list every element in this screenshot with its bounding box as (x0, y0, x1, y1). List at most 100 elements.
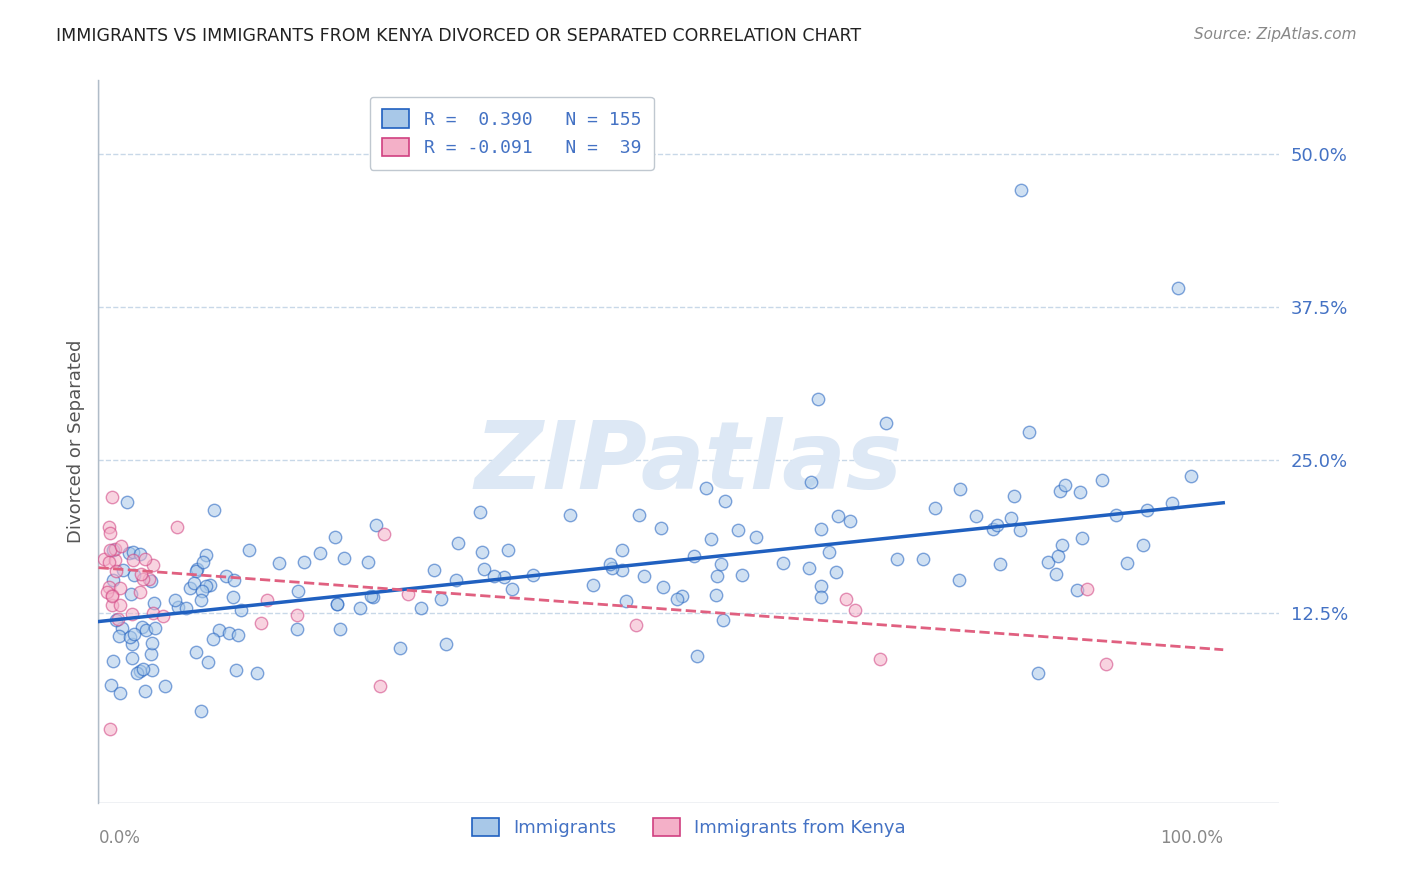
Point (990, 557, 1012, 571)
Point (129, 584, 152, 599)
Point (981, 523, 1004, 537)
Point (135, 624, 157, 638)
Point (1115, 556, 1137, 570)
Point (179, 581, 201, 595)
Point (202, 632, 225, 646)
Point (110, 598, 132, 612)
Point (1104, 508, 1126, 522)
Point (108, 581, 131, 595)
Point (190, 592, 212, 607)
Point (142, 558, 165, 572)
Point (496, 542, 519, 557)
Point (602, 561, 624, 575)
Point (671, 589, 693, 603)
Point (1069, 484, 1091, 499)
Point (434, 637, 457, 651)
Point (163, 593, 186, 607)
Point (501, 582, 523, 597)
Point (141, 636, 163, 650)
Point (471, 545, 494, 559)
Point (1008, 523, 1031, 537)
Point (218, 626, 240, 640)
Point (581, 577, 603, 591)
Point (120, 587, 142, 601)
Point (101, 590, 124, 604)
Point (128, 547, 150, 561)
Point (174, 601, 197, 615)
Point (101, 654, 124, 668)
Point (1071, 531, 1094, 545)
Point (104, 542, 127, 557)
Point (810, 590, 832, 604)
Point (139, 574, 162, 588)
Point (333, 550, 356, 565)
Text: ZIPatlas: ZIPatlas (475, 417, 903, 509)
Point (1010, 184, 1032, 198)
Point (1066, 583, 1088, 598)
Point (98, 543, 121, 558)
Point (108, 686, 131, 700)
Point (186, 562, 208, 576)
Point (1049, 484, 1071, 499)
Point (183, 575, 205, 590)
Legend: Immigrants, Immigrants from Kenya: Immigrants, Immigrants from Kenya (465, 811, 912, 845)
Point (101, 543, 124, 558)
Point (948, 573, 970, 587)
Point (633, 569, 655, 583)
Point (772, 556, 794, 570)
Point (706, 569, 728, 583)
Point (191, 583, 214, 598)
Point (323, 530, 346, 544)
Point (101, 598, 124, 612)
Point (727, 523, 749, 537)
Point (121, 607, 143, 622)
Point (191, 555, 214, 569)
Point (101, 574, 124, 588)
Point (138, 572, 160, 586)
Point (810, 522, 832, 536)
Point (1047, 549, 1070, 564)
Point (650, 521, 672, 535)
Point (612, 542, 634, 557)
Point (360, 589, 382, 603)
Point (153, 679, 176, 693)
Point (810, 579, 832, 593)
Point (446, 573, 468, 587)
Point (599, 557, 621, 571)
Point (108, 629, 131, 643)
Point (389, 640, 412, 655)
Point (730, 567, 752, 582)
Point (396, 587, 419, 601)
Point (215, 568, 238, 582)
Point (107, 612, 129, 626)
Point (1026, 666, 1049, 681)
Point (139, 647, 162, 661)
Point (745, 530, 768, 544)
Point (682, 549, 704, 564)
Point (844, 603, 866, 617)
Point (1161, 495, 1184, 509)
Point (229, 603, 252, 617)
Point (184, 564, 207, 578)
Point (224, 573, 246, 587)
Point (627, 508, 650, 522)
Point (122, 544, 145, 558)
Point (423, 563, 446, 577)
Point (190, 704, 212, 718)
Point (104, 552, 127, 566)
Point (222, 590, 245, 604)
Point (202, 503, 225, 517)
Point (97, 555, 120, 569)
Point (238, 543, 260, 558)
Point (143, 621, 166, 635)
Point (447, 536, 470, 550)
Point (98, 723, 121, 737)
Point (285, 622, 308, 636)
Point (111, 621, 134, 635)
Point (166, 520, 188, 534)
Point (1132, 538, 1154, 552)
Point (98, 525, 121, 540)
Point (807, 392, 830, 406)
Point (129, 566, 152, 581)
Point (357, 555, 380, 569)
